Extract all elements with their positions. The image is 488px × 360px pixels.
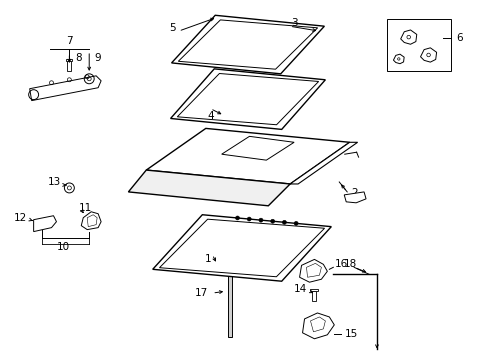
Polygon shape	[67, 61, 71, 71]
Polygon shape	[66, 59, 72, 61]
Polygon shape	[420, 48, 436, 62]
Text: 16: 16	[335, 259, 348, 269]
Polygon shape	[306, 264, 321, 277]
Text: 1: 1	[204, 255, 211, 264]
Text: 7: 7	[66, 36, 73, 46]
Text: 3: 3	[291, 18, 298, 28]
Text: 8: 8	[75, 53, 82, 63]
Circle shape	[282, 220, 286, 224]
Circle shape	[259, 218, 263, 222]
Polygon shape	[221, 136, 293, 160]
Text: 5: 5	[169, 23, 176, 33]
Polygon shape	[170, 69, 325, 129]
Polygon shape	[146, 129, 349, 184]
Text: 12: 12	[13, 213, 27, 223]
Polygon shape	[128, 170, 289, 206]
Polygon shape	[393, 54, 403, 64]
Text: 9: 9	[94, 53, 101, 63]
Polygon shape	[159, 219, 324, 277]
Polygon shape	[34, 216, 56, 231]
Circle shape	[270, 219, 274, 223]
Polygon shape	[312, 291, 316, 301]
Polygon shape	[87, 215, 97, 227]
Polygon shape	[310, 289, 318, 291]
Polygon shape	[400, 30, 416, 44]
Text: 4: 4	[206, 111, 213, 121]
Polygon shape	[344, 192, 366, 203]
Text: 2: 2	[350, 188, 357, 198]
Polygon shape	[289, 142, 357, 184]
Polygon shape	[30, 76, 101, 100]
Circle shape	[247, 217, 251, 221]
Text: 10: 10	[57, 243, 70, 252]
Polygon shape	[171, 15, 324, 74]
Text: 15: 15	[345, 329, 358, 339]
Text: 17: 17	[195, 288, 208, 298]
Text: 11: 11	[79, 203, 92, 213]
Circle shape	[235, 216, 239, 220]
Polygon shape	[302, 313, 334, 339]
Polygon shape	[152, 215, 331, 281]
Polygon shape	[178, 20, 317, 69]
Polygon shape	[228, 264, 232, 337]
Text: 6: 6	[455, 33, 462, 43]
Polygon shape	[310, 317, 325, 332]
Circle shape	[294, 221, 298, 225]
Text: 18: 18	[344, 259, 357, 269]
Polygon shape	[299, 260, 326, 282]
Polygon shape	[177, 73, 318, 125]
Text: 14: 14	[294, 284, 307, 294]
Text: 13: 13	[48, 177, 61, 187]
Polygon shape	[81, 212, 101, 230]
